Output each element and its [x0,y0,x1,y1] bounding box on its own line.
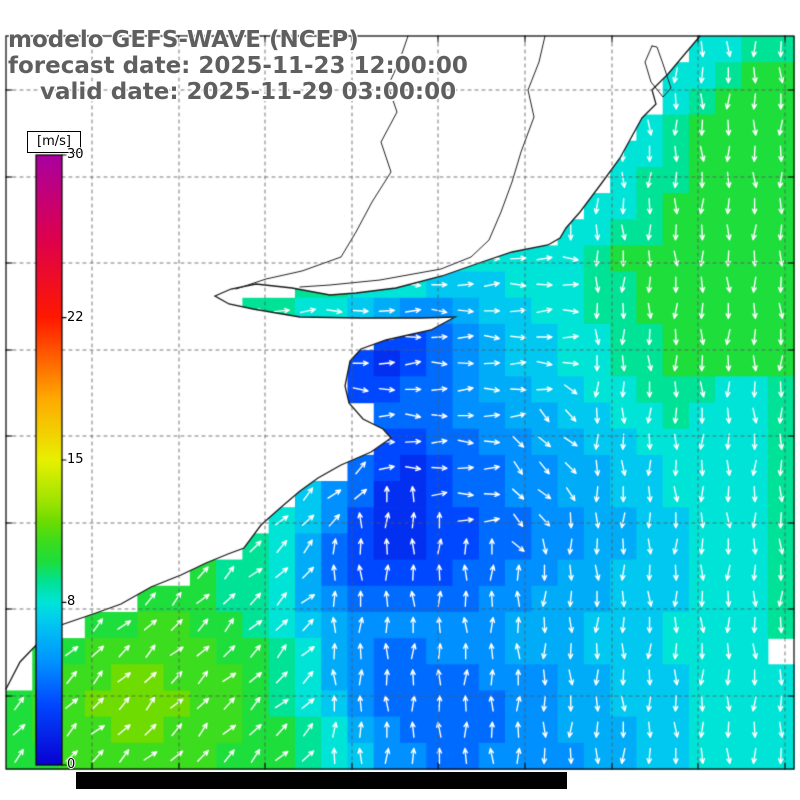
colorbar-units-label: [m/s] [27,131,81,153]
colorbar-tick-label: 22 [67,309,84,325]
colorbar-tick-label: 8 [67,594,76,610]
colorbar-tick-label: 0 [67,757,76,772]
colorbar-tick-label: 30 [67,147,84,162]
colorbar-tick-label: 15 [67,452,84,467]
valid-date-label: valid date: 2025-11-29 03:00:00 [40,79,457,105]
model-title: modelo GEFS-WAVE (NCEP) [8,27,359,53]
forecast-date-label: forecast date: 2025-11-23 12:00:00 [8,53,468,79]
bottom-bar [76,772,567,789]
